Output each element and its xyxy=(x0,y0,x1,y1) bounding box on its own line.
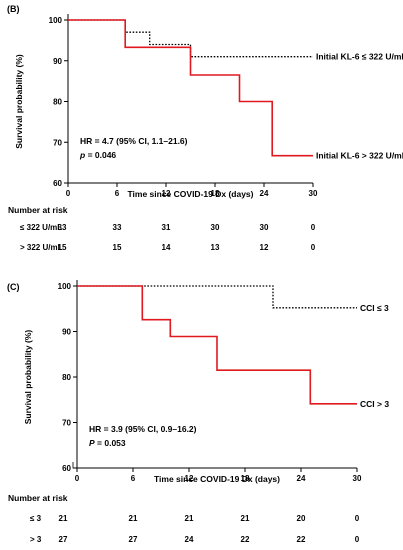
panel-b-y-tick-label: 90 xyxy=(53,57,62,66)
panel-c-y-tick-label: 80 xyxy=(62,373,71,382)
panel-b-series-high-label: Initial KL-6 > 322 U/mL xyxy=(316,151,403,161)
panel-b-y-tick-label: 100 xyxy=(49,16,63,25)
panel-c-y-tick-label: 100 xyxy=(58,282,72,291)
p-symbol: p xyxy=(79,150,85,160)
panel-b-risk-value: 33 xyxy=(58,223,67,232)
panel-b-x-tick-label: 18 xyxy=(211,189,220,198)
p-value: = 0.046 xyxy=(85,150,116,160)
panel-b-y-axis-title: Survival probability (%) xyxy=(14,54,24,149)
panel-b-p-annotation: p = 0.046 xyxy=(79,150,116,160)
panel-b-x-tick-label: 12 xyxy=(162,189,171,198)
panel-b-series-high-line xyxy=(68,19,313,157)
panel-b-risk-row-label: ≤ 322 U/mL xyxy=(20,223,62,232)
panel-c-x-tick-label: 6 xyxy=(131,474,136,483)
panel-c-series-high-label: CCI > 3 xyxy=(360,399,389,409)
panel-b-y-tick-label: 80 xyxy=(53,98,62,107)
panel-b-risk-value: 31 xyxy=(162,223,171,232)
panel-b-risk-value: 15 xyxy=(58,243,67,252)
panel-c-p-annotation: P = 0.053 xyxy=(89,438,126,448)
panel-c-risk-value: 20 xyxy=(297,514,306,523)
panel-c-series-high-line xyxy=(77,285,357,405)
panel-b-risk-value: 0 xyxy=(311,223,316,232)
panel-c-risk-value: 21 xyxy=(129,514,138,523)
panel-c-x-tick-label: 12 xyxy=(185,474,194,483)
panel-c-x-tick-label: 0 xyxy=(75,474,80,483)
panel-b-x-tick-label: 24 xyxy=(260,189,269,198)
panel-c-risk-value: 0 xyxy=(355,514,360,523)
panel-c-risk-row-label: > 3 xyxy=(30,535,42,544)
panel-b-risk-value: 13 xyxy=(211,243,220,252)
p-value: = 0.053 xyxy=(95,438,126,448)
panel-c-hr-annotation: HR = 3.9 (95% CI, 0.9–16.2) xyxy=(89,424,197,434)
panel-b-risk-value: 30 xyxy=(260,223,269,232)
panel-b-risk-value: 0 xyxy=(311,243,316,252)
panel-c-y-tick-label: 70 xyxy=(62,419,71,428)
panel-b-risk-value: 30 xyxy=(211,223,220,232)
panel-c-risk-value: 21 xyxy=(59,514,68,523)
panel-c-x-tick-label: 30 xyxy=(353,474,362,483)
panel-c-risk-value: 27 xyxy=(129,535,138,544)
panel-c-x-tick-label: 18 xyxy=(241,474,250,483)
panel-c-risk-title: Number at risk xyxy=(8,493,68,503)
panel-b-y-tick-label: 70 xyxy=(53,138,62,147)
panel-b-risk-value: 14 xyxy=(162,243,171,252)
panel-b-x-tick-label: 30 xyxy=(309,189,318,198)
panel-c-risk-value: 0 xyxy=(355,535,360,544)
panel-c-y-tick-label: 60 xyxy=(62,464,71,473)
panel-c-risk-value: 22 xyxy=(241,535,250,544)
panel-c-y-axis-title: Survival probability (%) xyxy=(23,330,33,425)
panel-b-label: (B) xyxy=(7,4,20,14)
panel-b-risk-value: 15 xyxy=(113,243,122,252)
panel-b-risk-title: Number at risk xyxy=(8,205,68,215)
panel-c-x-axis-title: Time since COVID-19 Dx (days) xyxy=(154,474,280,484)
panel-c-risk-value: 24 xyxy=(185,535,194,544)
panel-b-y-tick-label: 60 xyxy=(53,179,62,188)
panel-c-risk-row-label: ≤ 3 xyxy=(30,514,42,523)
panel-c-x-tick-label: 24 xyxy=(297,474,306,483)
panel-b-risk-value: 33 xyxy=(113,223,122,232)
panel-c-label: (C) xyxy=(7,282,20,292)
panel-b-x-tick-label: 0 xyxy=(66,189,71,198)
panel-b-hr-annotation: HR = 4.7 (95% CI, 1.1–21.6) xyxy=(80,136,188,146)
panel-c-y-tick-label: 90 xyxy=(62,328,71,337)
panel-b-series-low-label: Initial KL-6 ≤ 322 U/mL xyxy=(316,52,403,62)
panel-c-axis-break-mark xyxy=(72,462,79,469)
panel-c-risk-value: 21 xyxy=(185,514,194,523)
p-symbol: P xyxy=(89,438,95,448)
panel-b-x-axis-title: Time since COVID-19 Dx (days) xyxy=(128,189,254,199)
panel-c-series-low-label: CCI ≤ 3 xyxy=(360,303,389,313)
panel-c-risk-value: 27 xyxy=(59,535,68,544)
panel-c-risk-value: 22 xyxy=(297,535,306,544)
panel-b-risk-value: 12 xyxy=(260,243,269,252)
panel-b-risk-row-label: > 322 U/mL xyxy=(20,243,63,252)
panel-b-x-tick-label: 6 xyxy=(115,189,120,198)
panel-c-series-low-line xyxy=(77,285,357,309)
panel-c-risk-value: 21 xyxy=(241,514,250,523)
